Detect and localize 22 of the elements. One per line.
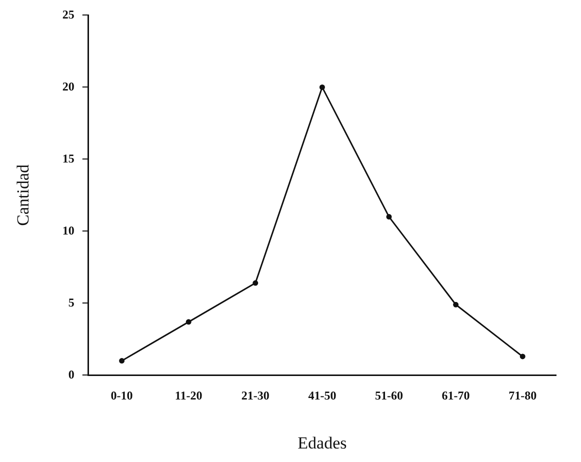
point <box>119 358 125 364</box>
x-tick-label: 51-60 <box>375 388 403 402</box>
x-tick-label: 11-20 <box>174 388 202 402</box>
y-tick-label: 10 <box>62 223 74 238</box>
point <box>453 302 459 308</box>
x-tick-label: 71-80 <box>508 388 537 402</box>
x-tick-label: 61-70 <box>442 388 470 402</box>
x-tick-label: 21-30 <box>241 388 270 402</box>
x-axis-title: Edades <box>298 433 347 452</box>
point <box>520 354 526 360</box>
point <box>186 319 192 325</box>
x-tick-label: 41-50 <box>308 388 336 402</box>
y-axis-title: Cantidad <box>14 164 33 226</box>
point <box>319 84 325 90</box>
y-tick-label: 25 <box>62 7 74 22</box>
y-tick-label: 5 <box>68 295 74 310</box>
x-tick-label: 0-10 <box>110 388 133 402</box>
y-tick-label: 15 <box>62 151 74 166</box>
point <box>386 214 392 220</box>
y-tick-label: 0 <box>68 367 74 382</box>
y-tick-label: 20 <box>62 79 74 94</box>
point <box>252 280 258 286</box>
